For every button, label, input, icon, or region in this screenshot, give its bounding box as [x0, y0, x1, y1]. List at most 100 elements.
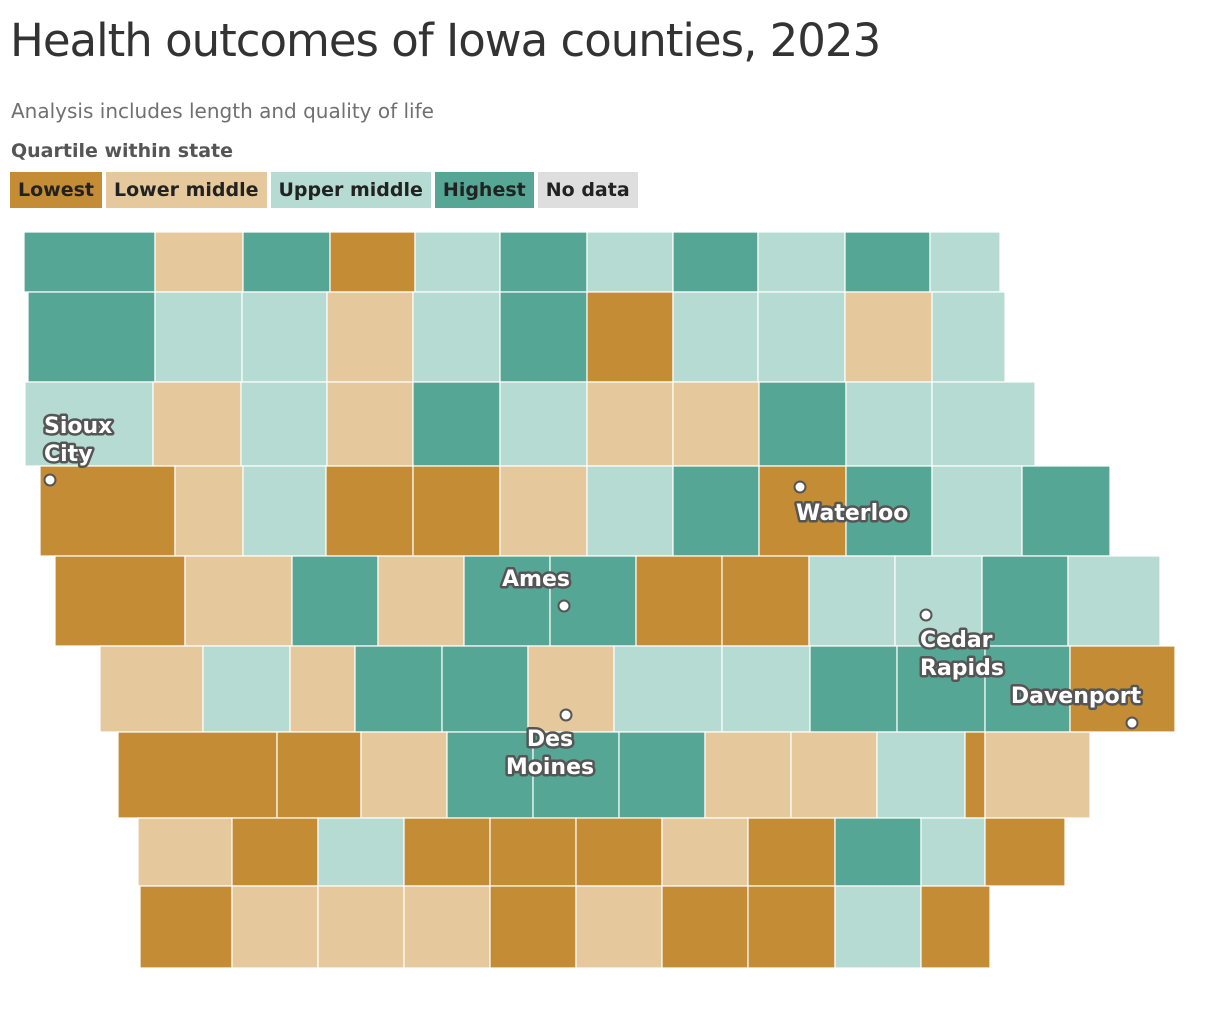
county-r3-c11 [1021, 465, 1111, 557]
county-r3-c1 [174, 465, 244, 557]
county-r3-c6 [586, 465, 674, 557]
county-r8-c2 [317, 885, 405, 969]
county-r3-c3 [325, 465, 414, 557]
city-label-sioux-city: Sioux [44, 414, 112, 439]
county-r1-c7 [672, 291, 759, 383]
city-label-davenport: Davenport [1011, 684, 1142, 709]
county-r8-c0 [139, 885, 233, 969]
county-r6-c4 [532, 731, 620, 819]
county-r1-c3 [326, 291, 414, 383]
county-r8-c8 [834, 885, 922, 969]
county-r4-c10 [981, 555, 1069, 647]
county-r0-c9 [844, 231, 931, 293]
county-r7-c3 [403, 817, 491, 887]
county-r2-c0 [24, 381, 154, 467]
legend-label-highest: Highest [442, 179, 526, 201]
county-r3-c9 [845, 465, 933, 557]
county-r2-c10 [931, 381, 1036, 467]
county-r4-c11 [1067, 555, 1161, 647]
county-r0-c7 [672, 231, 759, 293]
county-r7-c6 [661, 817, 749, 887]
county-r0-c6 [586, 231, 674, 293]
city-label-des-moines: Des [527, 727, 573, 752]
county-r4-c7 [721, 555, 810, 647]
county-r5-c7 [721, 645, 811, 733]
county-r5-c9 [896, 645, 986, 733]
city-marker-ames [557, 599, 571, 613]
county-r7-c5 [575, 817, 663, 887]
city-marker-cedar-rapids [919, 608, 933, 622]
county-r4-c2 [291, 555, 379, 647]
county-r5-c8 [809, 645, 898, 733]
county-r0-c5 [499, 231, 588, 293]
county-r8-c9 [920, 885, 991, 969]
county-r2-c4 [412, 381, 501, 467]
city-layer: Sioux City Waterloo Ames Cedar Rapids Davenpor… [42, 412, 1145, 783]
county-r7-c10 [984, 817, 1066, 887]
county-r0-c0 [23, 231, 156, 293]
county-r6-c10 [984, 731, 1091, 819]
county-r3-c7 [672, 465, 760, 557]
county-r3-c5 [499, 465, 588, 557]
county-r8-c3 [403, 885, 491, 969]
legend-item-upper-middle: Upper middle [270, 172, 431, 208]
county-r0-c1 [154, 231, 244, 293]
county-r1-c1 [154, 291, 243, 383]
county-r3-c2 [242, 465, 327, 557]
county-r2-c3 [326, 381, 414, 467]
county-r0-c3 [329, 231, 416, 293]
county-r1-c4 [412, 291, 501, 383]
county-r7-c9 [920, 817, 986, 887]
county-r6-c5 [618, 731, 706, 819]
county-r3-c0 [39, 465, 176, 557]
county-r4-c0 [54, 555, 186, 647]
county-r4-c8 [808, 555, 896, 647]
county-r6-c9 [964, 731, 986, 819]
legend-item-lower-middle: Lower middle [106, 172, 267, 208]
county-r2-c1 [152, 381, 242, 467]
county-r2-c7 [672, 381, 760, 467]
legend-label-lowest: Lowest [18, 179, 94, 201]
county-r0-c8 [757, 231, 846, 293]
county-r1-c8 [757, 291, 846, 383]
legend-item-highest: Highest [434, 172, 534, 208]
county-r0-c4 [414, 231, 501, 293]
city-label-ames: Ames [502, 567, 570, 592]
county-r4-c4 [463, 555, 551, 647]
county-r7-c1 [231, 817, 319, 887]
city-label-cedar-rapids: Cedar [920, 628, 993, 653]
county-r5-c11 [1069, 645, 1176, 733]
county-r1-c6 [586, 291, 674, 383]
legend-label-no-data: No data [545, 179, 630, 201]
county-r3-c10 [931, 465, 1023, 557]
county-r7-c0 [137, 817, 233, 887]
county-r4-c9 [894, 555, 983, 647]
legend-item-lowest: Lowest [10, 172, 102, 208]
county-r3-c4 [412, 465, 501, 557]
county-r8-c5 [575, 885, 663, 969]
county-r2-c8 [758, 381, 847, 467]
county-r6-c0 [117, 731, 278, 819]
county-r5-c2 [289, 645, 356, 733]
county-r4-c3 [377, 555, 465, 647]
county-r5-c3 [354, 645, 443, 733]
city-marker-sioux-city [43, 473, 57, 487]
county-r6-c6 [704, 731, 792, 819]
county-r7-c4 [489, 817, 577, 887]
county-r1-c2 [241, 291, 328, 383]
county-r1-c0 [27, 291, 156, 383]
county-r8-c1 [231, 885, 319, 969]
city-marker-des-moines [559, 708, 573, 722]
county-r7-c7 [747, 817, 836, 887]
county-r4-c6 [635, 555, 723, 647]
county-r2-c6 [586, 381, 674, 467]
county-layer [23, 231, 1176, 969]
county-r0-c2 [242, 231, 331, 293]
county-r8-c4 [489, 885, 577, 969]
city-label-des-moines: Moines [506, 755, 594, 780]
county-r5-c0 [99, 645, 204, 733]
county-r8-c6 [661, 885, 749, 969]
legend-title: Quartile within state [11, 140, 233, 162]
county-r7-c2 [317, 817, 405, 887]
county-r1-c9 [844, 291, 933, 383]
